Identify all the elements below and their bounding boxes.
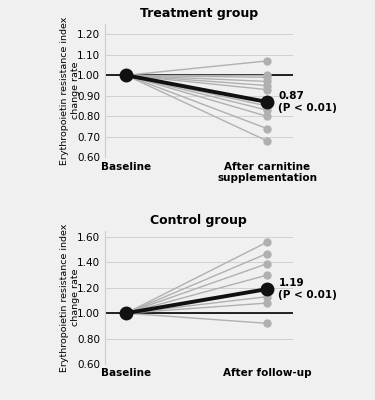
Text: 0.87
(P < 0.01): 0.87 (P < 0.01) bbox=[278, 91, 337, 113]
Title: Control group: Control group bbox=[150, 214, 247, 227]
Text: 1.19
(P < 0.01): 1.19 (P < 0.01) bbox=[278, 278, 337, 300]
Y-axis label: Erythropoietin resistance index
change rate: Erythropoietin resistance index change r… bbox=[60, 16, 80, 165]
Title: Treatment group: Treatment group bbox=[140, 7, 258, 20]
Y-axis label: Erythropoietin resistance index
change rate: Erythropoietin resistance index change r… bbox=[60, 223, 80, 372]
